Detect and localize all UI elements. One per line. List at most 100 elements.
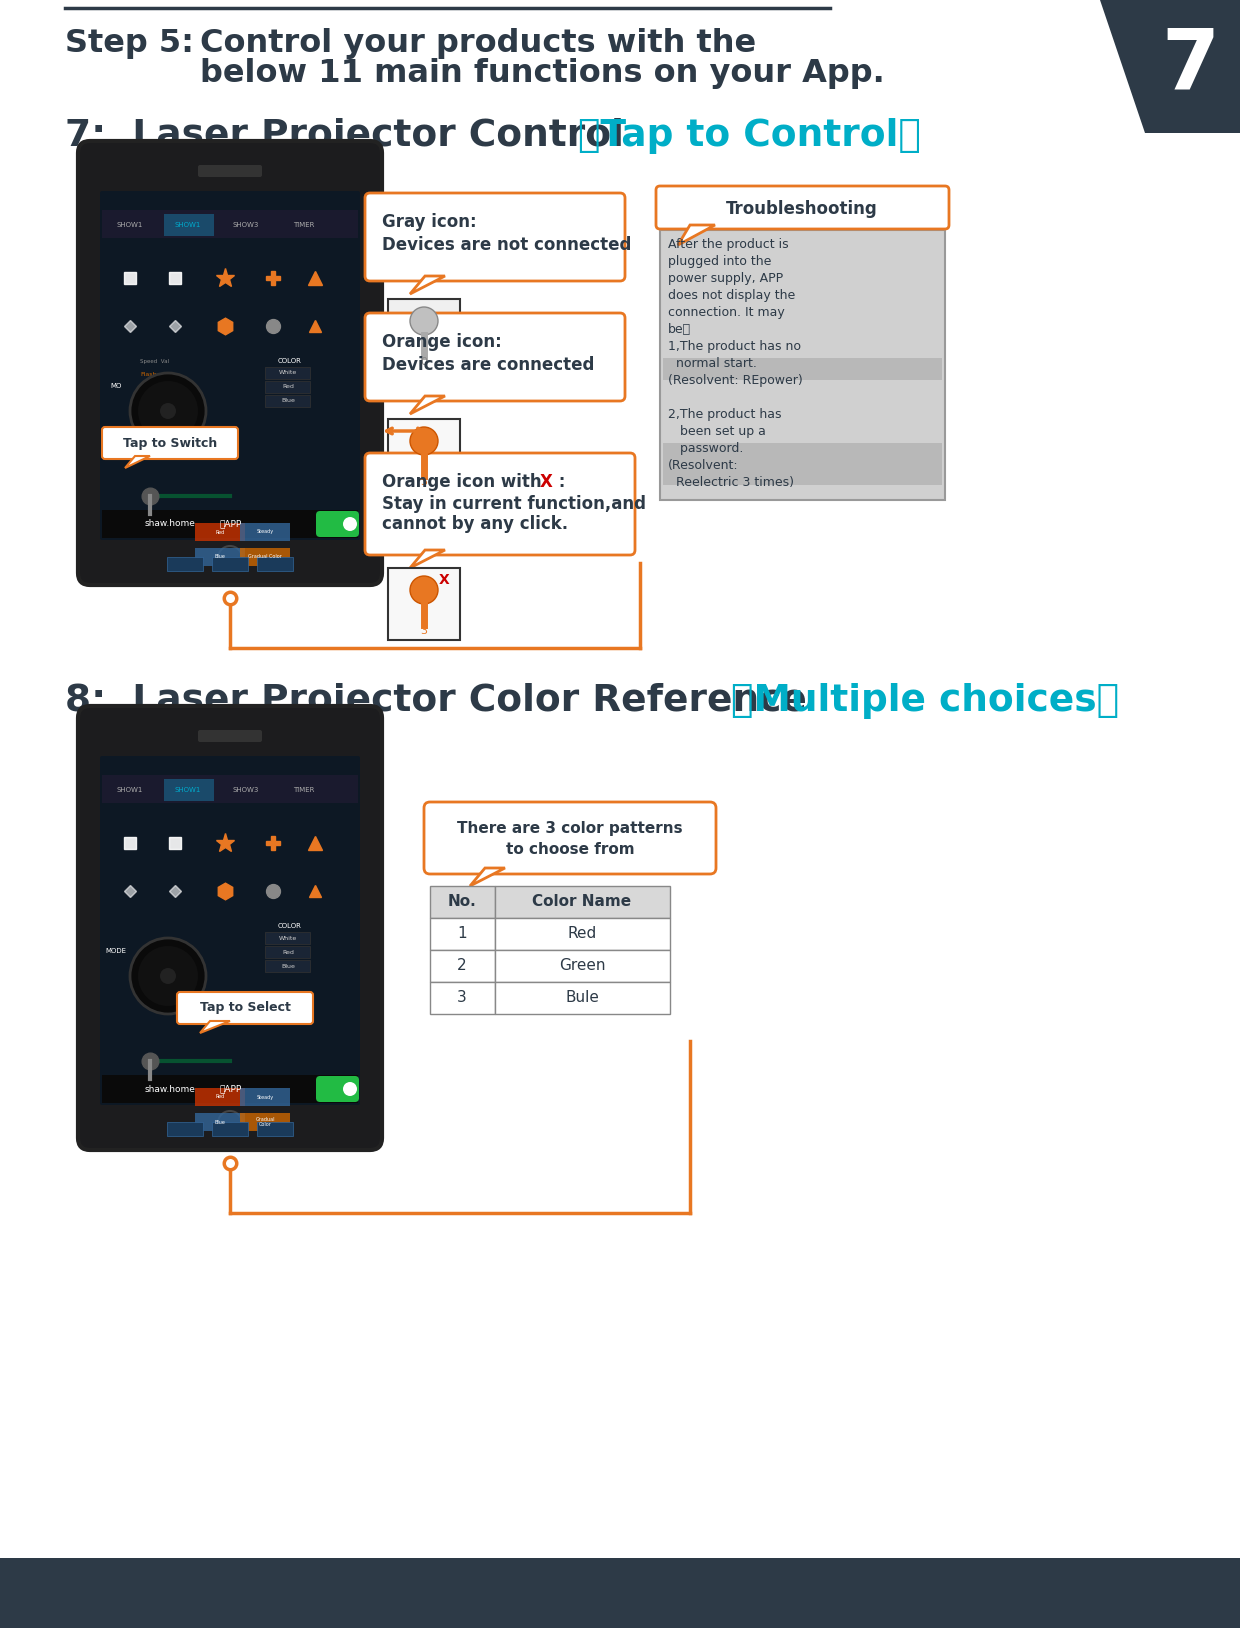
Circle shape	[410, 308, 438, 335]
Polygon shape	[1100, 0, 1240, 133]
Polygon shape	[410, 277, 445, 295]
Polygon shape	[678, 225, 715, 244]
Text: Devices are not connected: Devices are not connected	[382, 236, 631, 254]
Text: Tap to Switch: Tap to Switch	[123, 436, 217, 449]
Text: Red: Red	[281, 384, 294, 389]
FancyBboxPatch shape	[316, 511, 360, 537]
Bar	[102, 510, 358, 537]
FancyBboxPatch shape	[177, 991, 312, 1024]
FancyBboxPatch shape	[424, 803, 715, 874]
Text: Green: Green	[559, 959, 605, 974]
Text: Steady: Steady	[257, 529, 274, 534]
Bar	[241, 1114, 290, 1131]
Bar	[195, 523, 246, 540]
Bar	[0, 1558, 1240, 1628]
Text: （Multiple choices）: （Multiple choices）	[718, 684, 1120, 720]
Text: X: X	[539, 474, 553, 492]
Text: Control your products with the: Control your products with the	[200, 28, 756, 59]
Text: COLOR: COLOR	[278, 923, 301, 930]
Text: TIMER: TIMER	[294, 221, 315, 228]
Text: MODE: MODE	[105, 947, 126, 954]
Circle shape	[160, 969, 176, 983]
Bar	[388, 568, 460, 640]
FancyBboxPatch shape	[656, 186, 949, 230]
Bar	[388, 418, 460, 492]
Text: Step 5:: Step 5:	[64, 28, 193, 59]
Text: Red: Red	[568, 926, 596, 941]
Circle shape	[130, 938, 206, 1014]
FancyBboxPatch shape	[78, 707, 382, 1149]
Bar	[164, 213, 215, 236]
Bar	[212, 557, 248, 571]
FancyBboxPatch shape	[198, 729, 262, 742]
Bar	[265, 946, 310, 957]
Circle shape	[343, 1083, 357, 1096]
Bar	[102, 1074, 358, 1104]
Bar	[495, 886, 670, 918]
Text: SHOW3: SHOW3	[233, 221, 259, 228]
Text: 7:  Laser Projector Control: 7: Laser Projector Control	[64, 117, 624, 155]
Bar	[265, 961, 310, 972]
Polygon shape	[410, 396, 445, 414]
Text: X: X	[439, 573, 449, 588]
FancyBboxPatch shape	[100, 755, 360, 1105]
Text: 3: 3	[420, 477, 428, 487]
Text: Troubleshooting: Troubleshooting	[727, 200, 878, 218]
Text: （Tap to Control）: （Tap to Control）	[565, 117, 921, 155]
Text: Blue: Blue	[281, 964, 295, 969]
Text: TIMER: TIMER	[294, 786, 315, 793]
Polygon shape	[200, 1021, 229, 1034]
Text: ⓂAPP: ⓂAPP	[219, 519, 242, 529]
Bar	[257, 1122, 293, 1136]
Text: 0: 0	[420, 357, 428, 366]
Polygon shape	[410, 550, 445, 568]
Text: Tap to Select: Tap to Select	[200, 1001, 290, 1014]
Circle shape	[343, 518, 357, 531]
Bar	[167, 1122, 203, 1136]
Bar	[102, 210, 358, 238]
Text: Stay in current function,and: Stay in current function,and	[382, 495, 646, 513]
Circle shape	[410, 576, 438, 604]
Text: 3: 3	[420, 627, 428, 637]
Text: Red: Red	[216, 529, 224, 534]
Bar	[265, 366, 310, 379]
FancyBboxPatch shape	[198, 164, 262, 177]
Text: SHOW1: SHOW1	[117, 786, 143, 793]
FancyBboxPatch shape	[102, 427, 238, 459]
Text: cannot by any click.: cannot by any click.	[382, 514, 568, 532]
Bar	[495, 982, 670, 1014]
Text: White: White	[279, 936, 298, 941]
Text: Color Name: Color Name	[532, 894, 631, 910]
Circle shape	[138, 946, 198, 1006]
Text: Red: Red	[281, 949, 294, 954]
Bar	[195, 1114, 246, 1131]
Text: SHOW3: SHOW3	[233, 786, 259, 793]
Circle shape	[130, 373, 206, 449]
Bar	[102, 775, 358, 803]
Bar	[195, 549, 246, 567]
Bar	[265, 931, 310, 944]
Text: No.: No.	[448, 894, 476, 910]
Text: 2: 2	[458, 959, 466, 974]
Text: COLOR: COLOR	[278, 358, 301, 365]
Text: 1: 1	[458, 926, 466, 941]
Text: Bule: Bule	[565, 990, 599, 1006]
Bar	[241, 1088, 290, 1105]
Bar	[660, 230, 945, 500]
Text: White: White	[279, 371, 298, 376]
Text: 7: 7	[1161, 26, 1219, 106]
Bar	[241, 523, 290, 540]
Text: SHOW1: SHOW1	[175, 221, 201, 228]
Bar	[167, 557, 203, 571]
FancyBboxPatch shape	[316, 1076, 360, 1102]
Text: Speed  Val: Speed Val	[140, 358, 169, 363]
Bar	[430, 886, 495, 918]
FancyBboxPatch shape	[78, 142, 382, 584]
Circle shape	[138, 381, 198, 441]
Text: MO: MO	[110, 383, 122, 389]
Bar	[663, 358, 942, 379]
Bar	[241, 549, 290, 567]
Text: 8:  Laser Projector Color Reference: 8: Laser Projector Color Reference	[64, 684, 807, 720]
Text: Gradual
Color: Gradual Color	[255, 1117, 275, 1128]
Bar	[430, 918, 495, 951]
